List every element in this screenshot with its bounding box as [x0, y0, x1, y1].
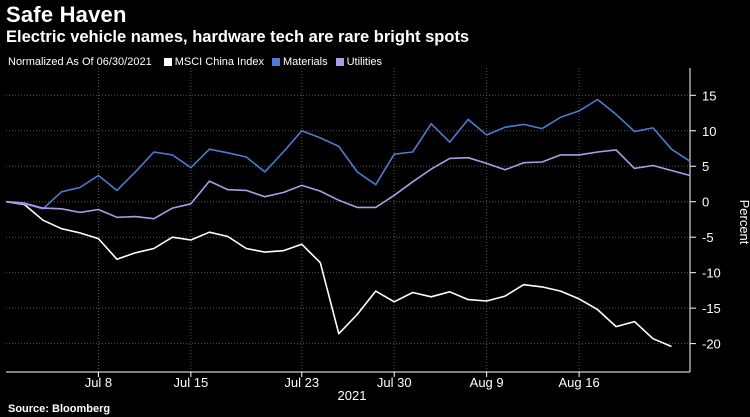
y-tick-label: -20 — [702, 337, 721, 352]
legend-item-materials: Materials — [271, 56, 328, 68]
series-line-msci-china-index — [5, 200, 672, 348]
y-tick-labels: 15 10 5 0 -5 -10 -15 -20 — [702, 88, 721, 351]
legend-swatch-msci-china — [163, 58, 172, 66]
x-tick-label: Jul 23 — [284, 375, 319, 390]
x-tick-label: Jul 15 — [174, 375, 209, 390]
chart-title: Safe Haven — [6, 2, 127, 27]
legend-label-msci-china: MSCI China Index — [174, 56, 264, 68]
x-axis-title: 2021 — [338, 388, 367, 403]
series-line-materials — [5, 98, 691, 210]
legend-swatch-materials — [271, 58, 280, 66]
x-tick-label: Aug 9 — [470, 375, 504, 390]
y-tick-label: 10 — [702, 124, 716, 139]
y-tick-label: 5 — [702, 159, 709, 174]
legend: Normalized As Of 06/30/2021 MSCI China I… — [8, 56, 390, 68]
legend-label-materials: Materials — [282, 56, 328, 68]
gridlines — [6, 68, 690, 372]
legend-label-utilities: Utilities — [346, 56, 383, 68]
chart-subtitle: Electric vehicle names, hardware tech ar… — [6, 28, 470, 46]
y-tick-label: -5 — [702, 230, 714, 245]
legend-normalization-note: Normalized As Of 06/30/2021 — [8, 56, 152, 68]
x-tick-label: Aug 16 — [558, 375, 599, 390]
y-tick-label: 15 — [702, 88, 716, 103]
series-line-utilities — [5, 149, 691, 220]
y-tick-label: 0 — [702, 195, 709, 210]
x-tick-label: Jul 8 — [85, 375, 112, 390]
legend-swatch-utilities — [335, 58, 344, 66]
legend-item-utilities: Utilities — [335, 56, 383, 68]
y-tick-label: -15 — [702, 301, 721, 316]
x-tick-labels: Jul 8 Jul 15 Jul 23 Jul 30 Aug 9 Aug 16 — [85, 375, 600, 390]
x-tick-label: Jul 30 — [377, 375, 412, 390]
source-note: Source: Bloomberg — [8, 403, 111, 415]
axes — [6, 68, 696, 377]
y-tick-label: -10 — [702, 266, 721, 281]
y-axis-title: Percent — [737, 200, 750, 245]
series-lines — [5, 98, 691, 348]
legend-item-msci-china: MSCI China Index — [163, 56, 264, 68]
